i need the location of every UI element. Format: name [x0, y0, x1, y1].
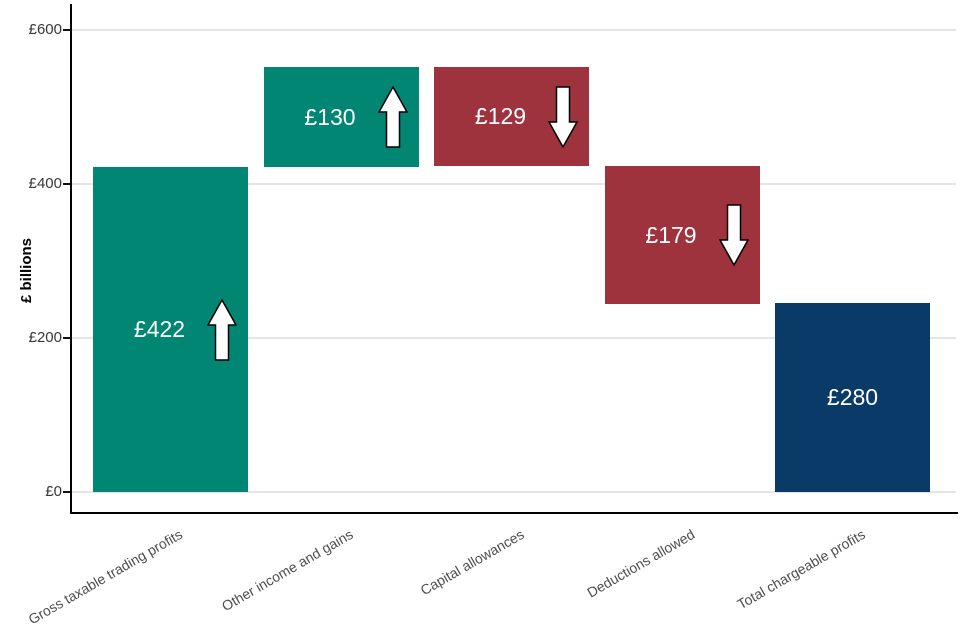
gridline-200 [72, 337, 956, 339]
y-tick-mark [63, 183, 71, 185]
bar-value-label: £129 [474, 103, 527, 130]
bar-gross-taxable-trading-profits: £422 [93, 167, 248, 492]
gridline-0 [72, 491, 956, 493]
y-tick-label-200: £200 [28, 329, 62, 346]
y-tick-label-400: £400 [28, 175, 62, 192]
y-tick-mark [63, 29, 71, 31]
bar-content: £179 [620, 166, 775, 304]
y-tick-label-0: £0 [45, 483, 62, 500]
x-axis-label-other-income-and-gains: Other income and gains [219, 526, 356, 615]
arrow-down-icon [548, 85, 579, 148]
x-axis-line [70, 512, 958, 514]
arrow-down-icon [718, 204, 749, 267]
y-axis-title: £ billions [18, 237, 35, 303]
bar-value-label: £422 [133, 316, 186, 343]
bar-capital-allowances: £129 [434, 66, 589, 167]
arrow-up-icon [377, 86, 408, 148]
bar-value-label: £179 [645, 221, 697, 248]
x-axis-label-gross-taxable-trading-profits: Gross taxable trading profits [25, 526, 186, 628]
bar-deductions-allowed: £179 [604, 166, 760, 305]
bar-value-label: £280 [826, 384, 879, 411]
bar-total-chargeable-profits: £280 [775, 303, 930, 492]
bar-content: £280 [775, 303, 930, 492]
y-axis-line [70, 4, 72, 514]
arrow-up-icon [207, 298, 238, 361]
gridline-400 [72, 183, 956, 185]
y-tick-mark [63, 491, 71, 493]
bar-other-income-and-gains: £130 [263, 66, 419, 168]
gridline-600 [72, 29, 956, 31]
y-tick-mark [63, 337, 71, 339]
x-axis-label-deductions-allowed: Deductions allowed [583, 526, 697, 601]
bar-content: £129 [449, 67, 604, 166]
x-axis-label-capital-allowances: Capital allowances [417, 526, 527, 599]
bar-value-label: £130 [304, 103, 356, 130]
y-tick-label-600: £600 [28, 21, 62, 38]
bar-content: £130 [279, 67, 434, 167]
x-axis-label-total-chargeable-profits: Total chargeable profits [734, 526, 868, 613]
bar-content: £422 [108, 167, 263, 492]
